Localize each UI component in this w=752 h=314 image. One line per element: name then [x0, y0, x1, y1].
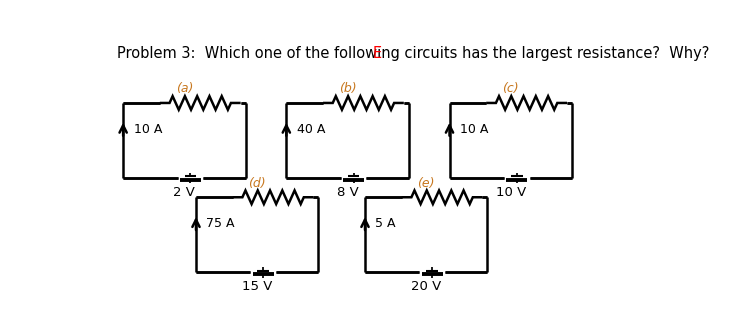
Text: 5 A: 5 A: [375, 217, 396, 230]
Text: 15 V: 15 V: [242, 280, 272, 293]
Text: (e): (e): [417, 176, 435, 190]
Text: 2 V: 2 V: [174, 186, 196, 199]
Text: 10 A: 10 A: [134, 123, 162, 136]
Text: E: E: [373, 46, 382, 61]
Text: 40 A: 40 A: [297, 123, 325, 136]
Text: (c): (c): [502, 82, 519, 95]
Text: 10 V: 10 V: [496, 186, 526, 199]
Text: Problem 3:  Which one of the following circuits has the largest resistance?  Why: Problem 3: Which one of the following ci…: [117, 46, 714, 61]
Text: 10 A: 10 A: [460, 123, 488, 136]
Text: (d): (d): [248, 176, 266, 190]
Text: (a): (a): [176, 82, 193, 95]
Text: 75 A: 75 A: [207, 217, 235, 230]
Text: 20 V: 20 V: [411, 280, 441, 293]
Text: 8 V: 8 V: [337, 186, 359, 199]
Text: (b): (b): [338, 82, 356, 95]
